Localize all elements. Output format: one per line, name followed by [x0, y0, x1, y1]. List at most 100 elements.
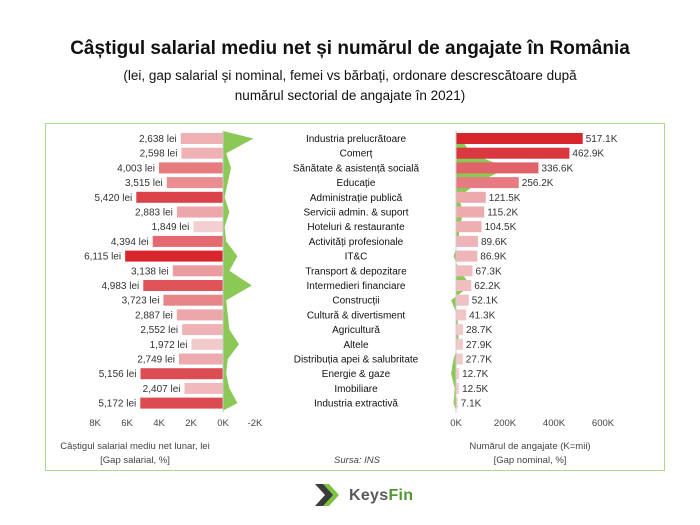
- logo-keys-text: Keys: [349, 487, 389, 504]
- category-label: Industria prelucrătoare: [306, 134, 406, 145]
- category-label: Administrație publică: [310, 193, 403, 204]
- salary-label: 2,638 lei: [139, 134, 177, 145]
- salary-label: 2,749 lei: [137, 355, 175, 366]
- employee-bar: [456, 353, 463, 365]
- employee-label: 256.2K: [522, 178, 554, 189]
- chart-subtitle: (lei, gap salarial și nominal, femei vs …: [110, 66, 590, 106]
- axes: 8K 6K 4K 2K 0K -2K 0K 200K 400K 600K: [89, 131, 615, 429]
- right-axis-tick: 600K: [592, 418, 615, 429]
- salary-bar: [193, 221, 223, 233]
- employee-label: 28.7K: [466, 325, 492, 336]
- employee-label: 104.5K: [485, 222, 517, 233]
- employee-label: 67.3K: [475, 266, 501, 277]
- salary-bar: [191, 338, 223, 350]
- employee-label: 52.1K: [472, 296, 498, 307]
- employee-bar: [456, 147, 570, 159]
- nominal-gap-area: [451, 131, 508, 411]
- chart-title: Câștigul salarial mediu net și numărul d…: [70, 38, 630, 59]
- left-axis-tick: 6K: [121, 418, 133, 429]
- employee-label: 86.9K: [480, 252, 506, 263]
- category-label: Construcții: [332, 296, 379, 307]
- category-labels: Industria prelucrătoare Comerț Sănătate & …: [293, 134, 420, 410]
- salary-bar: [158, 162, 223, 174]
- salary-bar: [179, 353, 223, 365]
- category-label: Hoteluri & restaurante: [307, 222, 405, 233]
- logo-arrow-icon: [315, 484, 339, 506]
- salary-bar: [176, 206, 223, 218]
- left-axis-tick: 2K: [185, 418, 197, 429]
- salary-label: 1,972 lei: [150, 340, 188, 351]
- gap-areas: [223, 131, 508, 411]
- salary-label: 2,598 lei: [140, 149, 178, 160]
- category-label: Activități profesionale: [309, 237, 404, 248]
- salary-bar: [140, 397, 223, 409]
- employee-bar: [456, 324, 464, 336]
- category-label: Intermedieri financiare: [307, 281, 406, 292]
- salary-bar: [166, 177, 223, 189]
- category-label: Educație: [337, 178, 376, 189]
- category-label: Industria extractivă: [314, 399, 398, 410]
- employee-label: 12.5K: [462, 384, 488, 395]
- category-label: Cultură & divertisment: [307, 310, 406, 321]
- employee-bar: [456, 250, 478, 262]
- employee-bar: [456, 133, 583, 144]
- salary-label: 5,172 lei: [98, 399, 136, 410]
- salary-gap-area: [223, 131, 254, 411]
- employee-bar: [456, 368, 460, 380]
- employee-bar: [456, 206, 485, 218]
- employee-bar: [456, 191, 486, 203]
- subtitle-line-1: (lei, gap salarial și nominal, femei vs …: [123, 68, 577, 83]
- employee-label: 12.7K: [462, 369, 488, 380]
- salary-label: 5,156 lei: [99, 369, 137, 380]
- source-note: Sursa: INS: [334, 455, 381, 466]
- salary-bar: [140, 368, 223, 380]
- left-axis-tick: -2K: [248, 418, 263, 429]
- salary-bar: [176, 309, 223, 321]
- employee-label: 27.9K: [466, 340, 492, 351]
- employee-bar: [456, 382, 460, 394]
- employee-bar: [456, 177, 519, 189]
- employee-label: 121.5K: [489, 193, 521, 204]
- employee-label: 27.7K: [466, 355, 492, 366]
- salary-bar: [182, 324, 223, 336]
- salary-label: 4,394 lei: [111, 237, 149, 248]
- employee-label: 7.1K: [461, 399, 482, 410]
- left-axis-tick: 0K: [217, 418, 229, 429]
- employee-bar: [456, 221, 482, 233]
- salary-label: 1,849 lei: [152, 222, 190, 233]
- salary-bar: [152, 235, 223, 247]
- employee-label: 41.3K: [469, 310, 495, 321]
- employee-label: 517.1K: [586, 134, 618, 145]
- employee-label: 336.6K: [541, 163, 573, 174]
- salary-bar: [181, 147, 223, 159]
- category-label: IT&C: [345, 252, 368, 263]
- salary-label: 3,515 lei: [125, 178, 163, 189]
- category-label: Sănătate & asistență socială: [293, 163, 420, 174]
- category-label: Imobiliare: [334, 384, 378, 395]
- employee-bar: [456, 265, 473, 277]
- category-label: Agricultură: [332, 325, 380, 336]
- employee-label: 115.2K: [487, 208, 518, 219]
- salary-bar: [180, 133, 223, 144]
- employee-bar: [456, 338, 463, 350]
- category-label: Distribuția apei & salubritate: [294, 355, 419, 366]
- salary-bars: 2,638 lei 2,598 lei 4,003 lei 3,515 lei 5,42…: [84, 133, 223, 410]
- employee-bar: [456, 235, 478, 247]
- category-label: Energie & gaze: [322, 369, 391, 380]
- chart-frame: [45, 123, 665, 471]
- subtitle-line-2: numărul sectorial de angajate în 2021): [234, 88, 466, 103]
- salary-label: 2,887 lei: [135, 310, 173, 321]
- keysfin-logo: KeysFin: [313, 481, 423, 511]
- left-axis-label-1: Câștigul salarial mediu net lunar, lei: [60, 441, 209, 452]
- salary-bar: [143, 280, 223, 291]
- right-axis-tick: 0K: [450, 418, 462, 429]
- salary-bar: [136, 191, 223, 203]
- salary-label: 5,420 lei: [94, 193, 132, 204]
- left-axis-label-2: [Gap salarial, %]: [100, 455, 170, 466]
- employee-bar: [456, 397, 458, 409]
- salary-label: 3,723 lei: [122, 296, 160, 307]
- salary-label: 2,407 lei: [143, 384, 181, 395]
- employee-label: 89.6K: [481, 237, 507, 248]
